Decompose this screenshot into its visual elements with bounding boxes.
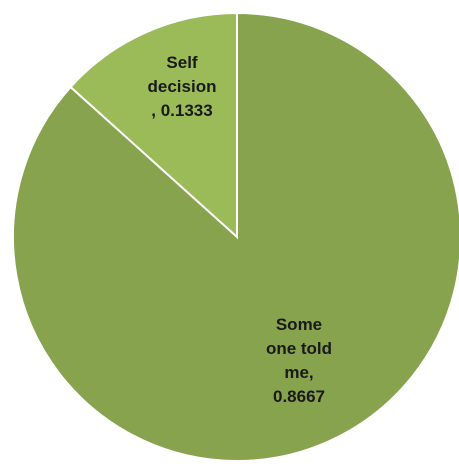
pie-slices: [12, 11, 459, 462]
pie-label-line: decision: [148, 77, 217, 96]
pie-label-line: me,: [284, 363, 313, 382]
pie-label-self-decision: Self decision , 0.1333: [148, 53, 217, 120]
pie-label-line: 0.8667: [273, 387, 325, 406]
pie-label-some-one-told-me: Some one told me, 0.8667: [266, 315, 332, 406]
pie-label-line: one told: [266, 339, 332, 358]
pie-label-line: , 0.1333: [151, 101, 212, 120]
pie-label-line: Self: [166, 53, 198, 72]
pie-labels: Self decision , 0.1333 Some one told me, 0.866…: [148, 53, 333, 406]
pie-label-line: Some: [276, 315, 322, 334]
pie-slice-self-decision: [69, 11, 238, 240]
pie-slice-some-one-told-me: [12, 11, 459, 462]
